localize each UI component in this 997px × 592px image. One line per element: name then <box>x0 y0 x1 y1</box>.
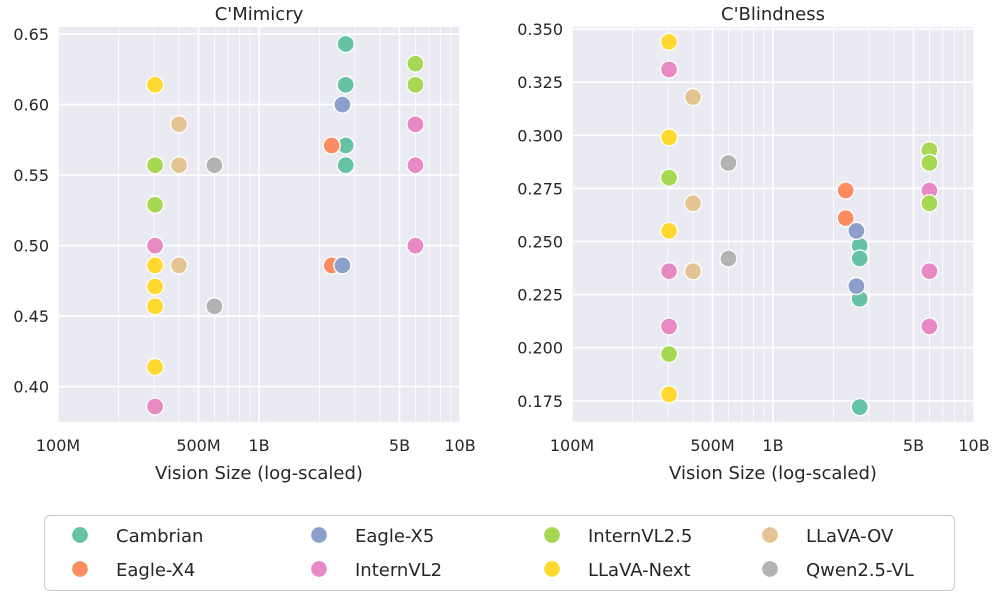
data-point <box>145 297 165 316</box>
data-point <box>659 262 679 281</box>
y-tick-label: 0.60 <box>13 96 49 115</box>
data-point <box>336 156 355 175</box>
data-point <box>406 54 425 73</box>
data-point <box>659 344 679 364</box>
data-point <box>333 256 352 275</box>
x-tick-label: 5B <box>389 436 410 455</box>
data-point <box>333 95 352 114</box>
y-tick-label: 0.300 <box>517 126 563 145</box>
legend-marker <box>70 559 90 579</box>
x-axis-label: Vision Size (log-scaled) <box>669 463 877 484</box>
y-tick-label: 0.275 <box>517 179 563 198</box>
data-point <box>847 276 866 296</box>
y-tick-label: 0.350 <box>517 20 563 39</box>
data-point <box>920 317 939 336</box>
data-point <box>336 34 355 54</box>
y-tick-label: 0.45 <box>13 307 49 326</box>
legend-marker <box>542 559 562 579</box>
data-point <box>336 75 355 94</box>
data-point <box>836 181 855 200</box>
legend: Cambrian Eagle-X4 Eagle-X5 InternVL2 InternV… <box>44 515 955 591</box>
legend-label: Eagle-X4 <box>116 560 195 581</box>
x-tick-label: 10B <box>444 436 475 455</box>
legend-label: LLaVA-OV <box>806 526 894 547</box>
data-point <box>145 256 165 275</box>
chart-panel-cmimicry: 100M 500M 1B 5B 10B 0.40 0.45 0.50 0.55 0.60 0.65 C… <box>13 4 475 484</box>
data-point <box>920 194 939 213</box>
x-tick-label: 100M <box>550 436 594 455</box>
data-point <box>145 156 165 175</box>
data-point <box>169 156 189 175</box>
data-point <box>205 297 224 316</box>
legend-label: Eagle-X5 <box>355 526 434 547</box>
data-point <box>719 249 738 268</box>
data-point <box>683 262 703 281</box>
data-point <box>683 87 703 107</box>
data-point <box>850 249 869 268</box>
data-point <box>659 32 679 52</box>
data-point <box>659 385 679 404</box>
x-tick-label: 100M <box>36 436 80 455</box>
data-point <box>145 277 165 296</box>
data-point <box>659 221 679 241</box>
legend-label: LLaVA-Next <box>588 560 691 581</box>
data-point <box>659 168 679 187</box>
y-tick-label: 0.65 <box>13 25 49 44</box>
legend-marker <box>70 525 90 545</box>
data-point <box>169 256 189 275</box>
data-point <box>659 128 679 147</box>
legend-frame <box>44 515 955 591</box>
legend-marker <box>309 559 329 579</box>
chart-title: C'Mimicry <box>215 4 304 25</box>
data-point <box>406 75 425 94</box>
data-point <box>169 115 189 134</box>
legend-marker <box>309 525 329 545</box>
legend-marker <box>760 525 780 545</box>
data-point <box>406 156 425 175</box>
y-tick-label: 0.250 <box>517 232 563 251</box>
data-point <box>850 397 869 417</box>
data-point <box>847 221 866 241</box>
y-tick-label: 0.175 <box>517 392 563 411</box>
data-point <box>145 195 165 214</box>
data-point <box>145 357 165 377</box>
x-tick-label: 10B <box>958 436 989 455</box>
chart-panel-cblindness: 100M 500M 1B 5B 10B 0.175 0.200 0.225 0.250 0.275… <box>517 4 989 484</box>
chart-title: C'Blindness <box>721 4 825 25</box>
data-point <box>145 397 165 416</box>
data-point <box>145 75 165 94</box>
data-point <box>205 156 224 175</box>
data-point <box>683 194 703 213</box>
y-tick-label: 0.50 <box>13 237 49 256</box>
x-axis-label: Vision Size (log-scaled) <box>155 463 363 484</box>
data-point <box>406 236 425 255</box>
x-tick-label: 1B <box>762 436 783 455</box>
y-tick-label: 0.225 <box>517 286 563 305</box>
legend-marker <box>542 525 562 545</box>
data-point <box>145 236 165 255</box>
data-point <box>920 153 939 173</box>
x-tick-label: 1B <box>248 436 269 455</box>
data-point <box>322 136 341 155</box>
legend-label: Qwen2.5-VL <box>806 560 914 581</box>
data-point <box>920 262 939 281</box>
y-tick-label: 0.55 <box>13 166 49 185</box>
legend-marker <box>760 559 780 579</box>
data-point <box>659 317 679 336</box>
data-point <box>406 115 425 134</box>
legend-label: Cambrian <box>116 526 203 547</box>
data-point <box>836 208 855 228</box>
x-tick-label: 500M <box>176 436 220 455</box>
y-tick-label: 0.40 <box>13 378 49 397</box>
data-point <box>659 60 679 79</box>
data-point <box>719 153 738 173</box>
x-tick-label: 500M <box>690 436 734 455</box>
y-tick-label: 0.325 <box>517 73 563 92</box>
legend-label: InternVL2.5 <box>588 526 692 547</box>
legend-label: InternVL2 <box>355 560 442 581</box>
y-tick-label: 0.200 <box>517 339 563 358</box>
x-tick-label: 5B <box>903 436 924 455</box>
